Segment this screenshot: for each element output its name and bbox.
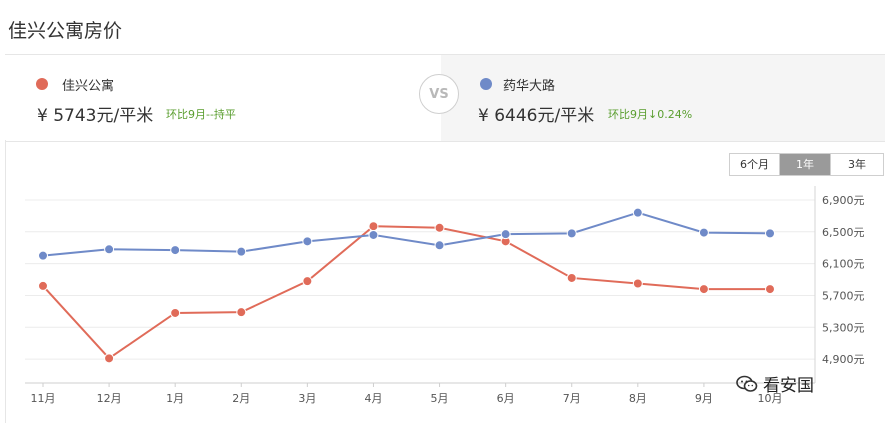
x-tick-label: 4月	[364, 392, 382, 405]
watermark-text: 看安国	[763, 376, 814, 396]
compare-right-change: 环比9月↓0.24%	[608, 108, 693, 121]
series-line-2	[42, 211, 771, 257]
x-tick-label: 7月	[563, 392, 581, 405]
data-point-s1-3	[170, 307, 181, 318]
x-tick-label: 8月	[629, 392, 647, 405]
data-point-s2-1	[38, 250, 48, 261]
x-tick-label: 10月	[758, 392, 783, 405]
compare-panel: 佳兴公寓 ¥ 5743元/平米 环比9月--持平 药华大路 ¥ 6446元/平米…	[5, 54, 885, 142]
y-tick-label: 6,900元	[822, 194, 865, 207]
legend-dot-right	[480, 78, 492, 90]
range-tab-1y[interactable]: 1年	[779, 154, 830, 175]
data-point-s2-2	[104, 244, 115, 255]
compare-right: 药华大路 ¥ 6446元/平米 环比9月↓0.24%	[441, 55, 885, 141]
compare-left-price: ¥ 5743元/平米	[37, 106, 154, 126]
range-tab-6m[interactable]: 6个月	[730, 154, 779, 175]
data-point-s2-12	[765, 228, 775, 239]
x-tick-label: 9月	[695, 392, 713, 405]
data-point-s1-11	[698, 284, 709, 295]
data-point-s1-12	[765, 284, 775, 295]
data-point-s1-2	[104, 353, 115, 364]
y-tick-label: 5,700元	[822, 289, 865, 302]
data-point-s1-4	[236, 307, 247, 318]
data-point-s2-9	[566, 228, 577, 239]
data-point-s1-5	[302, 276, 313, 287]
data-point-s1-7	[434, 222, 445, 233]
compare-left: 佳兴公寓 ¥ 5743元/平米 环比9月--持平	[5, 55, 441, 141]
compare-left-change: 环比9月--持平	[166, 108, 236, 121]
watermark: 看安国	[736, 371, 814, 396]
data-point-s2-8	[500, 229, 511, 240]
x-tick-label: 5月	[431, 392, 449, 405]
data-point-s2-3	[170, 245, 181, 256]
y-tick-label: 4,900元	[822, 353, 865, 366]
page-title: 佳兴公寓房价	[8, 20, 123, 42]
range-tabs: 6个月 1年 3年	[729, 153, 884, 176]
x-tick-label: 6月	[497, 392, 515, 405]
data-point-s2-7	[434, 240, 445, 251]
data-point-s2-5	[302, 236, 313, 247]
legend-dot-left	[36, 78, 48, 90]
x-tick-label: 12月	[97, 392, 122, 405]
compare-right-name: 药华大路	[503, 79, 556, 94]
x-tick-label: 1月	[166, 392, 184, 405]
y-tick-label: 5,300元	[822, 321, 865, 334]
data-point-s2-6	[368, 229, 379, 240]
chart-area	[5, 140, 885, 423]
range-tab-3y[interactable]: 3年	[830, 154, 883, 175]
y-tick-label: 6,500元	[822, 226, 865, 239]
x-tick-label: 11月	[31, 392, 56, 405]
data-point-s2-11	[698, 227, 709, 238]
data-point-s1-6	[368, 221, 379, 232]
data-point-s2-10	[632, 207, 643, 218]
compare-right-price: ¥ 6446元/平米	[478, 106, 595, 126]
data-point-s2-4	[236, 246, 247, 257]
series-line-1	[42, 225, 770, 360]
wechat-icon	[736, 375, 758, 392]
data-point-s1-1	[38, 280, 48, 291]
data-point-s1-10	[632, 278, 643, 289]
vs-badge: VS	[419, 74, 459, 114]
x-tick-label: 2月	[232, 392, 250, 405]
x-tick-label: 3月	[298, 392, 316, 405]
y-tick-label: 6,100元	[822, 258, 865, 271]
compare-left-name: 佳兴公寓	[62, 79, 115, 94]
data-point-s1-9	[566, 272, 577, 283]
